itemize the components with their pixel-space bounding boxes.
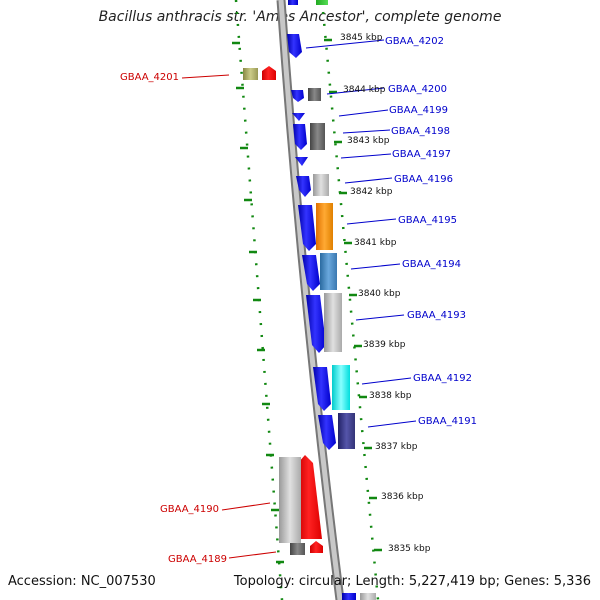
cog-block-4195[interactable] <box>316 203 333 250</box>
gene-partial-top-blue[interactable] <box>288 0 298 5</box>
cog-block-4193[interactable] <box>324 293 342 352</box>
kbp-label: 3837 kbp <box>375 442 418 452</box>
gene-gbaa-4202[interactable] <box>287 34 302 58</box>
kbp-labels: 3845 kbp 3844 kbp 3843 kbp 3842 kbp 3841… <box>340 33 431 554</box>
gene-label[interactable]: GBAA_4190 <box>160 504 219 515</box>
cog-block-4192[interactable] <box>332 365 350 410</box>
gene-gbaa-4199[interactable] <box>292 113 305 121</box>
kbp-label: 3841 kbp <box>354 238 397 248</box>
gene-gbaa-4192[interactable] <box>313 367 331 411</box>
gene-label[interactable]: GBAA_4189 <box>168 554 227 565</box>
kbp-label: 3843 kbp <box>347 136 390 146</box>
gene-gbaa-4193[interactable] <box>306 295 326 353</box>
gene-label[interactable]: GBAA_4199 <box>389 105 448 116</box>
gene-partial-top-green[interactable] <box>316 0 328 5</box>
gene-gbaa-4200[interactable] <box>291 90 304 102</box>
gene-label[interactable]: GBAA_4197 <box>392 149 451 160</box>
gene-label[interactable]: GBAA_4193 <box>407 310 466 321</box>
gene-label[interactable]: GBAA_4192 <box>413 373 472 384</box>
kbp-label: 3835 kbp <box>388 544 431 554</box>
gene-gbaa-4198[interactable] <box>293 124 307 150</box>
kbp-label: 3839 kbp <box>363 340 406 350</box>
gene-label[interactable]: GBAA_4195 <box>398 215 457 226</box>
cog-block-4194[interactable] <box>320 253 337 290</box>
cog-block-4190[interactable] <box>279 457 301 543</box>
cog-block-4191[interactable] <box>338 413 355 449</box>
gene-label[interactable]: GBAA_4201 <box>120 72 179 83</box>
gene-label[interactable]: GBAA_4194 <box>402 259 461 270</box>
kbp-label: 3838 kbp <box>369 391 412 401</box>
kbp-label: 3845 kbp <box>340 33 383 43</box>
gene-gbaa-4197[interactable] <box>295 157 308 166</box>
gene-gbaa-4201[interactable] <box>262 66 276 80</box>
kbp-label: 3842 kbp <box>350 187 393 197</box>
gene-gbaa-4196[interactable] <box>296 176 311 197</box>
map-title: Bacillus anthracis str. 'Ames Ancestor',… <box>98 9 502 25</box>
gene-labels-left: GBAA_4201 GBAA_4190 GBAA_4189 <box>120 72 227 565</box>
major-ticks-left <box>232 41 284 564</box>
gene-label[interactable]: GBAA_4200 <box>388 84 447 95</box>
cog-block-4196[interactable] <box>313 174 329 196</box>
gene-gbaa-4195[interactable] <box>298 205 316 251</box>
accession-text: Accession: NC_007530 <box>8 574 156 589</box>
gene-label[interactable]: GBAA_4191 <box>418 416 477 427</box>
kbp-label: 3836 kbp <box>381 492 424 502</box>
gene-gbaa-4191[interactable] <box>318 415 336 450</box>
genome-summary-text: Topology: circular; Length: 5,227,419 bp… <box>233 574 591 589</box>
cog-block-4201[interactable] <box>243 68 258 80</box>
major-ticks-right <box>324 38 382 552</box>
gene-label[interactable]: GBAA_4198 <box>391 126 450 137</box>
gene-gbaa-4189[interactable] <box>310 541 323 553</box>
cog-block-4198[interactable] <box>310 123 325 150</box>
leader-lines-right <box>305 39 417 428</box>
leader-lines-left <box>181 74 277 559</box>
cog-partial-bottom[interactable] <box>360 593 376 600</box>
gene-partial-bottom-blue[interactable] <box>342 593 356 600</box>
cog-block-4200[interactable] <box>308 88 321 101</box>
genome-backbone <box>276 0 345 600</box>
gene-gbaa-4190[interactable] <box>298 455 322 539</box>
gene-label[interactable]: GBAA_4202 <box>385 36 444 47</box>
gene-label[interactable]: GBAA_4196 <box>394 174 453 185</box>
cog-block-4189[interactable] <box>290 543 305 555</box>
kbp-label: 3844 kbp <box>343 85 386 95</box>
gene-labels-right: GBAA_4202 GBAA_4200 GBAA_4199 GBAA_4198 … <box>385 36 477 427</box>
kbp-label: 3840 kbp <box>358 289 401 299</box>
outer-tick-ring-right <box>320 0 380 600</box>
gene-gbaa-4194[interactable] <box>302 255 320 291</box>
